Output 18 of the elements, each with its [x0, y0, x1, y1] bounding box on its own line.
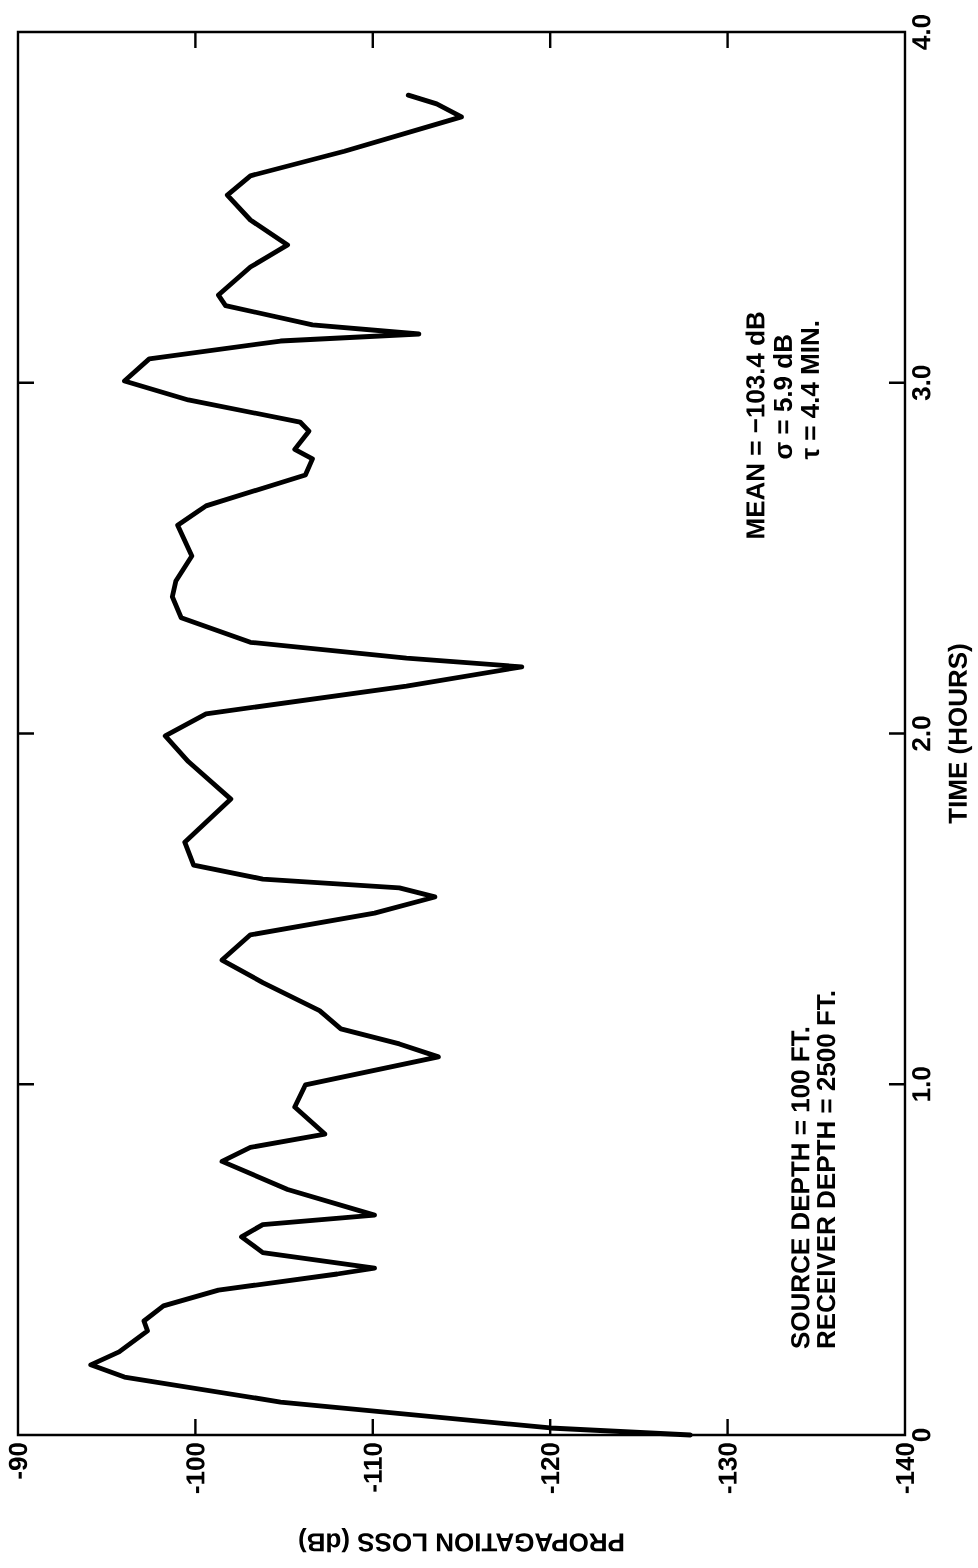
y-tick-label: 4.0 [912, 14, 931, 50]
x-tick-label: -130 [718, 1443, 737, 1494]
annotation: σ = 5.9 dB [773, 335, 793, 459]
y-tick-label: 1.0 [912, 1067, 931, 1101]
x-tick-label: -140 [895, 1443, 915, 1494]
annotation: τ = 4.4 MIN. [801, 321, 820, 460]
x-tick-label: -120 [540, 1443, 560, 1494]
annotation: SOURCE DEPTH = 100 FT. [791, 1027, 810, 1349]
y-axis-title: TIME (HOURS) [947, 644, 973, 824]
x-tick-label: -90 [8, 1443, 28, 1479]
x-tick-label: -100 [186, 1443, 205, 1494]
y-tick-label: 2.0 [912, 716, 931, 751]
y-tick-label: 0 [912, 1428, 931, 1442]
annotation: MEAN = −103.4 dB [745, 312, 765, 538]
annotation: RECEIVER DEPTH = 2500 FT. [816, 991, 836, 1348]
x-axis-title: PROPAGATION LOSS (dB) [299, 1528, 624, 1553]
y-tick-label: 3.0 [912, 365, 931, 401]
x-tick-label: -110 [363, 1443, 382, 1492]
